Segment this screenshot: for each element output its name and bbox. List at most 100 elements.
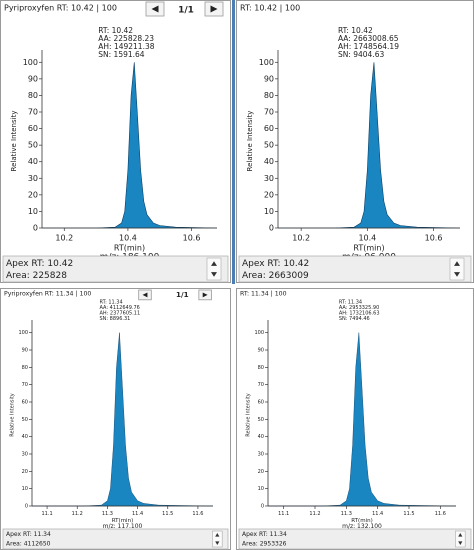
y-tick-label: 60 [264, 124, 274, 133]
x-tick-label: 11.5 [162, 511, 173, 517]
scroll-down [215, 541, 220, 545]
peak-annotation: RT: 10.42 [98, 26, 133, 35]
y-tick-label: 80 [258, 365, 264, 371]
x-axis-label: RT(min) [114, 244, 145, 253]
peak-annotation: SN: 7494.46 [339, 316, 370, 322]
peak-area [42, 62, 218, 229]
y-tick-label: 50 [258, 417, 264, 423]
peak-annotation: AH: 1748564.19 [338, 42, 399, 51]
scroll-button[interactable] [455, 530, 466, 548]
peak-area-value: Area: 225828 [6, 271, 67, 281]
y-tick-label: 90 [258, 348, 264, 354]
scroll-button[interactable] [449, 257, 465, 281]
peak-area-value: Area: 2663009 [242, 271, 309, 281]
x-tick-label: 11.3 [341, 511, 352, 517]
y-tick-label: 80 [28, 91, 38, 100]
y-tick-label: 0 [269, 224, 274, 233]
nav-arrow [202, 292, 208, 298]
scroll-button[interactable] [212, 530, 223, 548]
y-tick-label: 0 [261, 504, 264, 510]
y-tick-label: 20 [258, 469, 264, 475]
y-tick-label: 90 [264, 74, 274, 83]
scroll-down [211, 272, 217, 277]
y-tick-label: 70 [22, 382, 28, 388]
y-tick-label: 0 [25, 504, 28, 510]
peak-annotation: AA: 225828.23 [98, 34, 154, 43]
peak-annotation: SN: 9404.63 [338, 50, 385, 59]
y-tick-label: 100 [254, 330, 264, 336]
y-tick-label: 50 [22, 417, 28, 423]
x-tick-label: 11.4 [132, 511, 143, 517]
info-box [238, 528, 472, 550]
apex-rt: Apex RT: 11.34 [6, 531, 51, 538]
y-tick-label: 40 [258, 434, 264, 440]
y-tick-label: 80 [22, 365, 28, 371]
peak-annotation: AA: 2953325.90 [339, 305, 379, 311]
nav-arrow [151, 5, 159, 13]
y-tick-label: 100 [18, 330, 28, 336]
page-indicator: 1/1 [176, 290, 189, 299]
y-tick-label: 30 [258, 452, 264, 458]
apex-rt: Apex RT: 10.42 [6, 259, 73, 269]
y-tick-label: 40 [264, 157, 274, 166]
nav-arrow [142, 292, 148, 298]
mass-label: m/z: 117.100 [103, 523, 143, 530]
peak-annotation: SN: 8896.31 [99, 316, 130, 322]
scroll-up [215, 533, 220, 537]
x-tick-label: 10.6 [183, 234, 201, 243]
y-tick-label: 30 [28, 174, 38, 183]
y-tick-label: 80 [264, 91, 274, 100]
x-tick-label: 11.2 [72, 511, 83, 517]
y-axis-label: Relative Intensity [246, 393, 252, 437]
peak-annotation: RT: 10.42 [338, 26, 373, 35]
scroll-up [458, 533, 463, 537]
x-tick-label: 11.2 [309, 511, 320, 517]
y-tick-label: 10 [258, 486, 264, 492]
peak-area [32, 332, 214, 507]
y-tick-label: 10 [22, 486, 28, 492]
y-tick-label: 20 [22, 469, 28, 475]
peak-area [268, 332, 457, 507]
panel-header: Pyriproxyfen RT: 10.42 | 100 [4, 4, 117, 13]
peak-annotation: RT: 11.34 [99, 300, 122, 306]
y-tick-label: 30 [22, 452, 28, 458]
apex-rt: Apex RT: 10.42 [242, 259, 309, 269]
scroll-button[interactable] [206, 257, 222, 281]
y-tick-label: 40 [28, 157, 38, 166]
x-tick-label: 11.6 [435, 511, 446, 517]
x-tick-label: 10.2 [292, 234, 310, 243]
peak-annotation: RT: 11.34 [339, 300, 362, 306]
y-tick-label: 50 [28, 141, 38, 150]
info-box [238, 255, 472, 283]
x-axis-label: RT(min) [351, 518, 372, 524]
y-tick-label: 40 [22, 434, 28, 440]
y-axis-label: Relative Intensity [246, 111, 254, 172]
y-tick-label: 100 [259, 58, 274, 67]
y-tick-label: 70 [28, 108, 38, 117]
panel-header: RT: 11.34 | 100 [240, 291, 287, 298]
page-indicator: 1/1 [178, 6, 194, 16]
apex-rt: Apex RT: 11.34 [242, 531, 287, 538]
nav-arrow [210, 5, 218, 13]
peak-area [278, 62, 461, 229]
scroll-down [458, 541, 463, 545]
y-tick-label: 70 [264, 108, 274, 117]
y-tick-label: 50 [264, 141, 274, 150]
y-tick-label: 60 [22, 400, 28, 406]
scroll-up [454, 261, 460, 266]
y-tick-label: 90 [22, 348, 28, 354]
y-tick-label: 20 [28, 190, 38, 199]
y-tick-label: 30 [264, 174, 274, 183]
x-tick-label: 10.4 [358, 234, 376, 243]
peak-annotation: AH: 149211.38 [98, 42, 154, 51]
x-tick-label: 10.4 [119, 234, 137, 243]
x-tick-label: 10.2 [55, 234, 73, 243]
y-tick-label: 60 [258, 400, 264, 406]
y-tick-label: 10 [264, 207, 274, 216]
peak-annotation: SN: 1591.64 [98, 50, 145, 59]
y-axis-label: Relative Intensity [10, 111, 18, 172]
mass-label: m/z: 132.100 [342, 523, 382, 530]
y-tick-label: 100 [23, 58, 38, 67]
scroll-up [211, 261, 217, 266]
